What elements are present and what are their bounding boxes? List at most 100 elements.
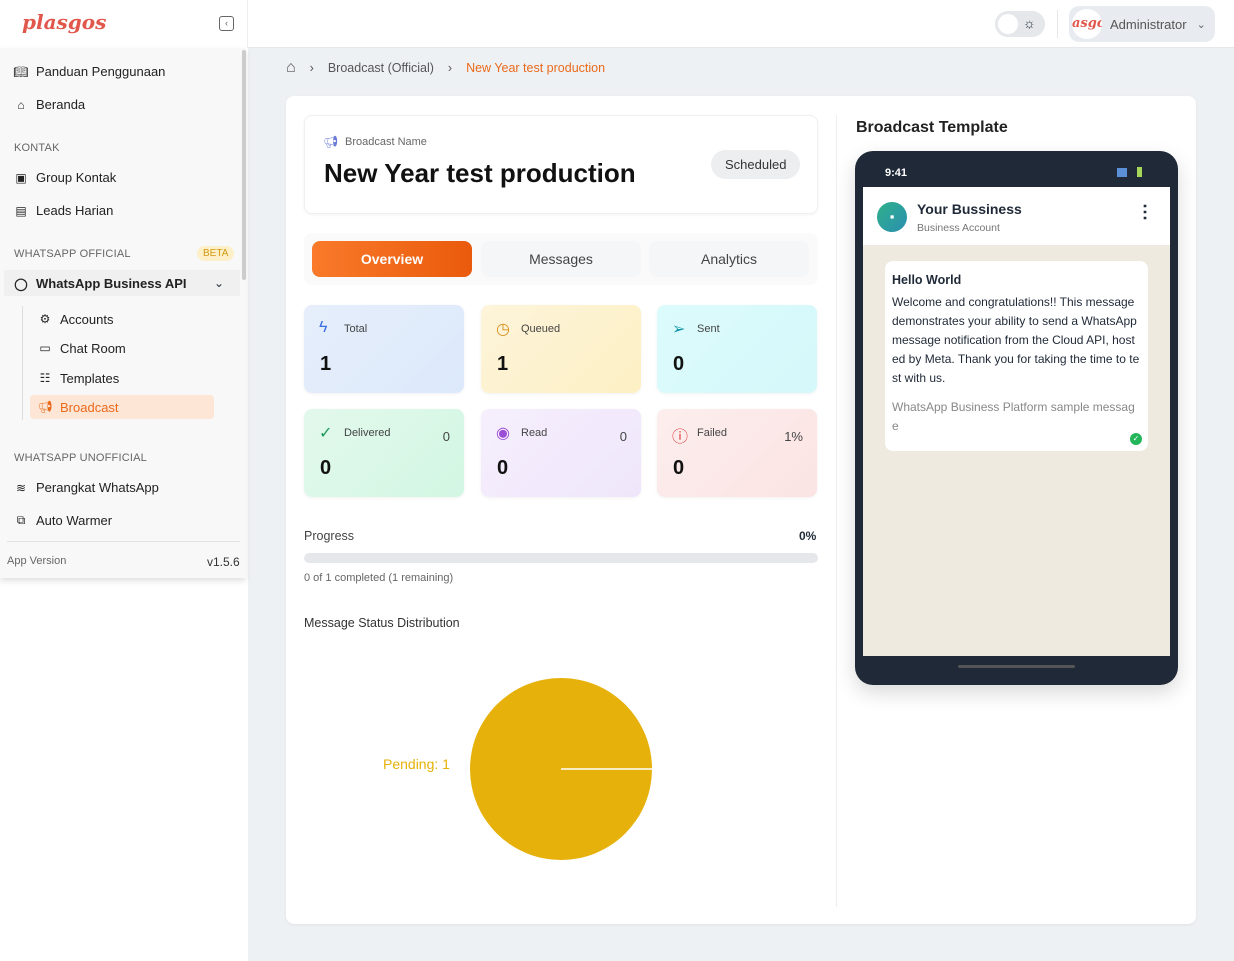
chart-title: Message Status Distribution xyxy=(304,616,460,630)
home-indicator xyxy=(958,665,1075,668)
column-divider xyxy=(836,115,837,907)
chat-screen: ▪ Your Bussiness Business Account ⋯ Hell… xyxy=(863,187,1170,656)
calendar-icon: ▤ xyxy=(15,203,27,218)
send-icon: ➢ xyxy=(672,321,686,338)
template-title: Broadcast Template xyxy=(856,119,1008,136)
warmer-icon: ⧉ xyxy=(16,513,26,527)
progress-bar xyxy=(304,553,818,563)
sidebar-item-broadcast[interactable]: 📢︎ Broadcast xyxy=(30,395,214,419)
chevron-down-icon: ⌄ xyxy=(1196,18,1206,31)
tab-overview[interactable]: Overview xyxy=(312,241,472,277)
stat-label: Queued xyxy=(521,323,561,335)
message-footer: WhatsApp Business Platform sample messag… xyxy=(892,400,1135,433)
stat-read: ◉ Read 0 0 xyxy=(481,409,641,497)
sidebar-item-label: Beranda xyxy=(36,97,86,112)
section-official: WHATSAPP OFFICIAL xyxy=(14,248,131,260)
business-avatar-icon: ▪ xyxy=(877,202,907,232)
stat-value: 0 xyxy=(320,457,332,479)
pie-label-pending: Pending: 1 xyxy=(383,756,450,772)
broadcast-name: New Year test production xyxy=(324,158,636,188)
logo: plasgos xyxy=(22,10,107,34)
contact-icon: ▣ xyxy=(15,170,27,185)
megaphone-icon: 📢︎ xyxy=(37,400,53,414)
message-title: Hello World xyxy=(892,273,962,287)
progress-detail: 0 of 1 completed (1 remaining) xyxy=(304,572,454,584)
tab-analytics[interactable]: Analytics xyxy=(649,241,809,277)
chevron-down-icon[interactable]: ⌄ xyxy=(214,276,225,290)
read-check-icon: ✓ xyxy=(1130,433,1142,445)
sidebar-item-label: Perangkat WhatsApp xyxy=(36,480,159,495)
breadcrumb-broadcast[interactable]: Broadcast (Official) xyxy=(327,61,434,75)
more-options-icon[interactable]: ⋯ xyxy=(1135,203,1155,221)
theme-toggle[interactable]: ☼ xyxy=(995,11,1045,37)
breadcrumb: ⌂ › Broadcast (Official) › New Year test p… xyxy=(286,59,605,77)
stat-value: 0 xyxy=(497,457,509,479)
stat-label: Total xyxy=(344,323,368,335)
sidebar-item-group-kontak[interactable]: ▣ Group Kontak xyxy=(14,170,116,185)
sidebar-item-perangkat[interactable]: ≋ Perangkat WhatsApp xyxy=(14,480,159,495)
stat-label: Failed xyxy=(697,427,727,439)
business-name: Your Bussiness xyxy=(917,201,1022,217)
broadcast-name-label: Broadcast Name xyxy=(345,136,427,148)
sidebar-item-label: Templates xyxy=(60,370,120,386)
stat-label: Read xyxy=(521,427,548,439)
lightning-icon: ϟ xyxy=(319,319,328,336)
stat-value: 1 xyxy=(320,353,332,375)
progress-label: Progress xyxy=(304,529,355,543)
sidebar-item-label: Accounts xyxy=(60,311,114,327)
stat-queued: ◷ Queued 1 xyxy=(481,305,641,393)
sidebar-item-leads[interactable]: ▤ Leads Harian xyxy=(14,203,113,218)
home-icon[interactable]: ⌂ xyxy=(286,59,296,76)
stat-side-value: 0 xyxy=(619,429,627,444)
chat-icon: ▭ xyxy=(39,341,51,355)
sidebar-item-auto-warmer[interactable]: ⧉ Auto Warmer xyxy=(14,513,112,528)
stat-delivered: ✓ Delivered 0 0 xyxy=(304,409,464,497)
avatar: asgo xyxy=(1072,9,1102,39)
sidebar-item-label: Group Kontak xyxy=(36,170,117,185)
sidebar-scrollbar[interactable] xyxy=(242,50,246,280)
phone-preview: 9:41 ▪ Your Bussiness Business Account ⋯… xyxy=(855,151,1178,685)
phone-time: 9:41 xyxy=(885,167,908,179)
collapse-sidebar-icon[interactable]: ‹ xyxy=(219,16,234,31)
sidebar-item-label: Auto Warmer xyxy=(36,513,113,528)
stat-label: Delivered xyxy=(344,427,391,439)
signal-icon xyxy=(1117,168,1127,177)
sidebar-item-accounts[interactable]: ⚙ Accounts xyxy=(30,307,214,331)
section-kontak: KONTAK xyxy=(14,142,60,154)
tab-messages[interactable]: Messages xyxy=(481,241,641,277)
check-circle-icon: ✓ xyxy=(319,425,333,442)
tree-line xyxy=(22,306,23,420)
sidebar-item-panduan[interactable]: 📖︎ Panduan Penggunaan xyxy=(13,64,166,79)
wifi-icon: ≋ xyxy=(15,480,27,495)
beta-badge: BETA xyxy=(197,246,235,261)
stat-total: ϟ Total 1 xyxy=(304,305,464,393)
sidebar-item-templates[interactable]: ☷ Templates xyxy=(30,366,214,390)
stat-value: 0 xyxy=(673,457,685,479)
sidebar-group-bg xyxy=(4,270,240,296)
stat-label: Sent xyxy=(697,323,720,335)
sun-icon: ☼ xyxy=(1023,15,1036,31)
sidebar-item-label: Panduan Penggunaan xyxy=(36,64,166,79)
home-icon: ⌂ xyxy=(17,97,25,112)
whatsapp-icon: ◯ xyxy=(14,276,28,291)
sidebar-item-label: WhatsApp Business API xyxy=(36,276,187,291)
sidebar-item-chat-room[interactable]: ▭ Chat Room xyxy=(30,336,214,360)
toggle-knob xyxy=(998,14,1018,34)
battery-icon xyxy=(1137,167,1142,177)
app-version-label: App Version xyxy=(7,555,67,567)
stat-side-value: 1% xyxy=(784,429,803,444)
stat-sent: ➢ Sent 0 xyxy=(657,305,817,393)
stat-failed: ⓘ Failed 1% 0 xyxy=(657,409,817,497)
divider xyxy=(1057,10,1058,38)
message-bubble: Hello World Welcome and congratulations!… xyxy=(885,261,1148,451)
clock-icon: ◷ xyxy=(496,321,510,338)
app-version: v1.5.6 xyxy=(207,555,240,569)
sidebar-item-beranda[interactable]: ⌂ Beranda xyxy=(14,97,85,112)
progress-percent: 0% xyxy=(799,529,817,543)
sidebar-item-label: Broadcast xyxy=(60,399,119,415)
stat-side-value: 0 xyxy=(442,429,450,444)
sidebar-group-whatsapp-api[interactable]: ◯ WhatsApp Business API xyxy=(14,276,186,291)
broadcast-header: 📢︎ Broadcast Name New Year test producti… xyxy=(304,115,818,214)
user-menu[interactable]: asgo Administrator ⌄ xyxy=(1069,6,1215,42)
divider xyxy=(7,541,240,542)
